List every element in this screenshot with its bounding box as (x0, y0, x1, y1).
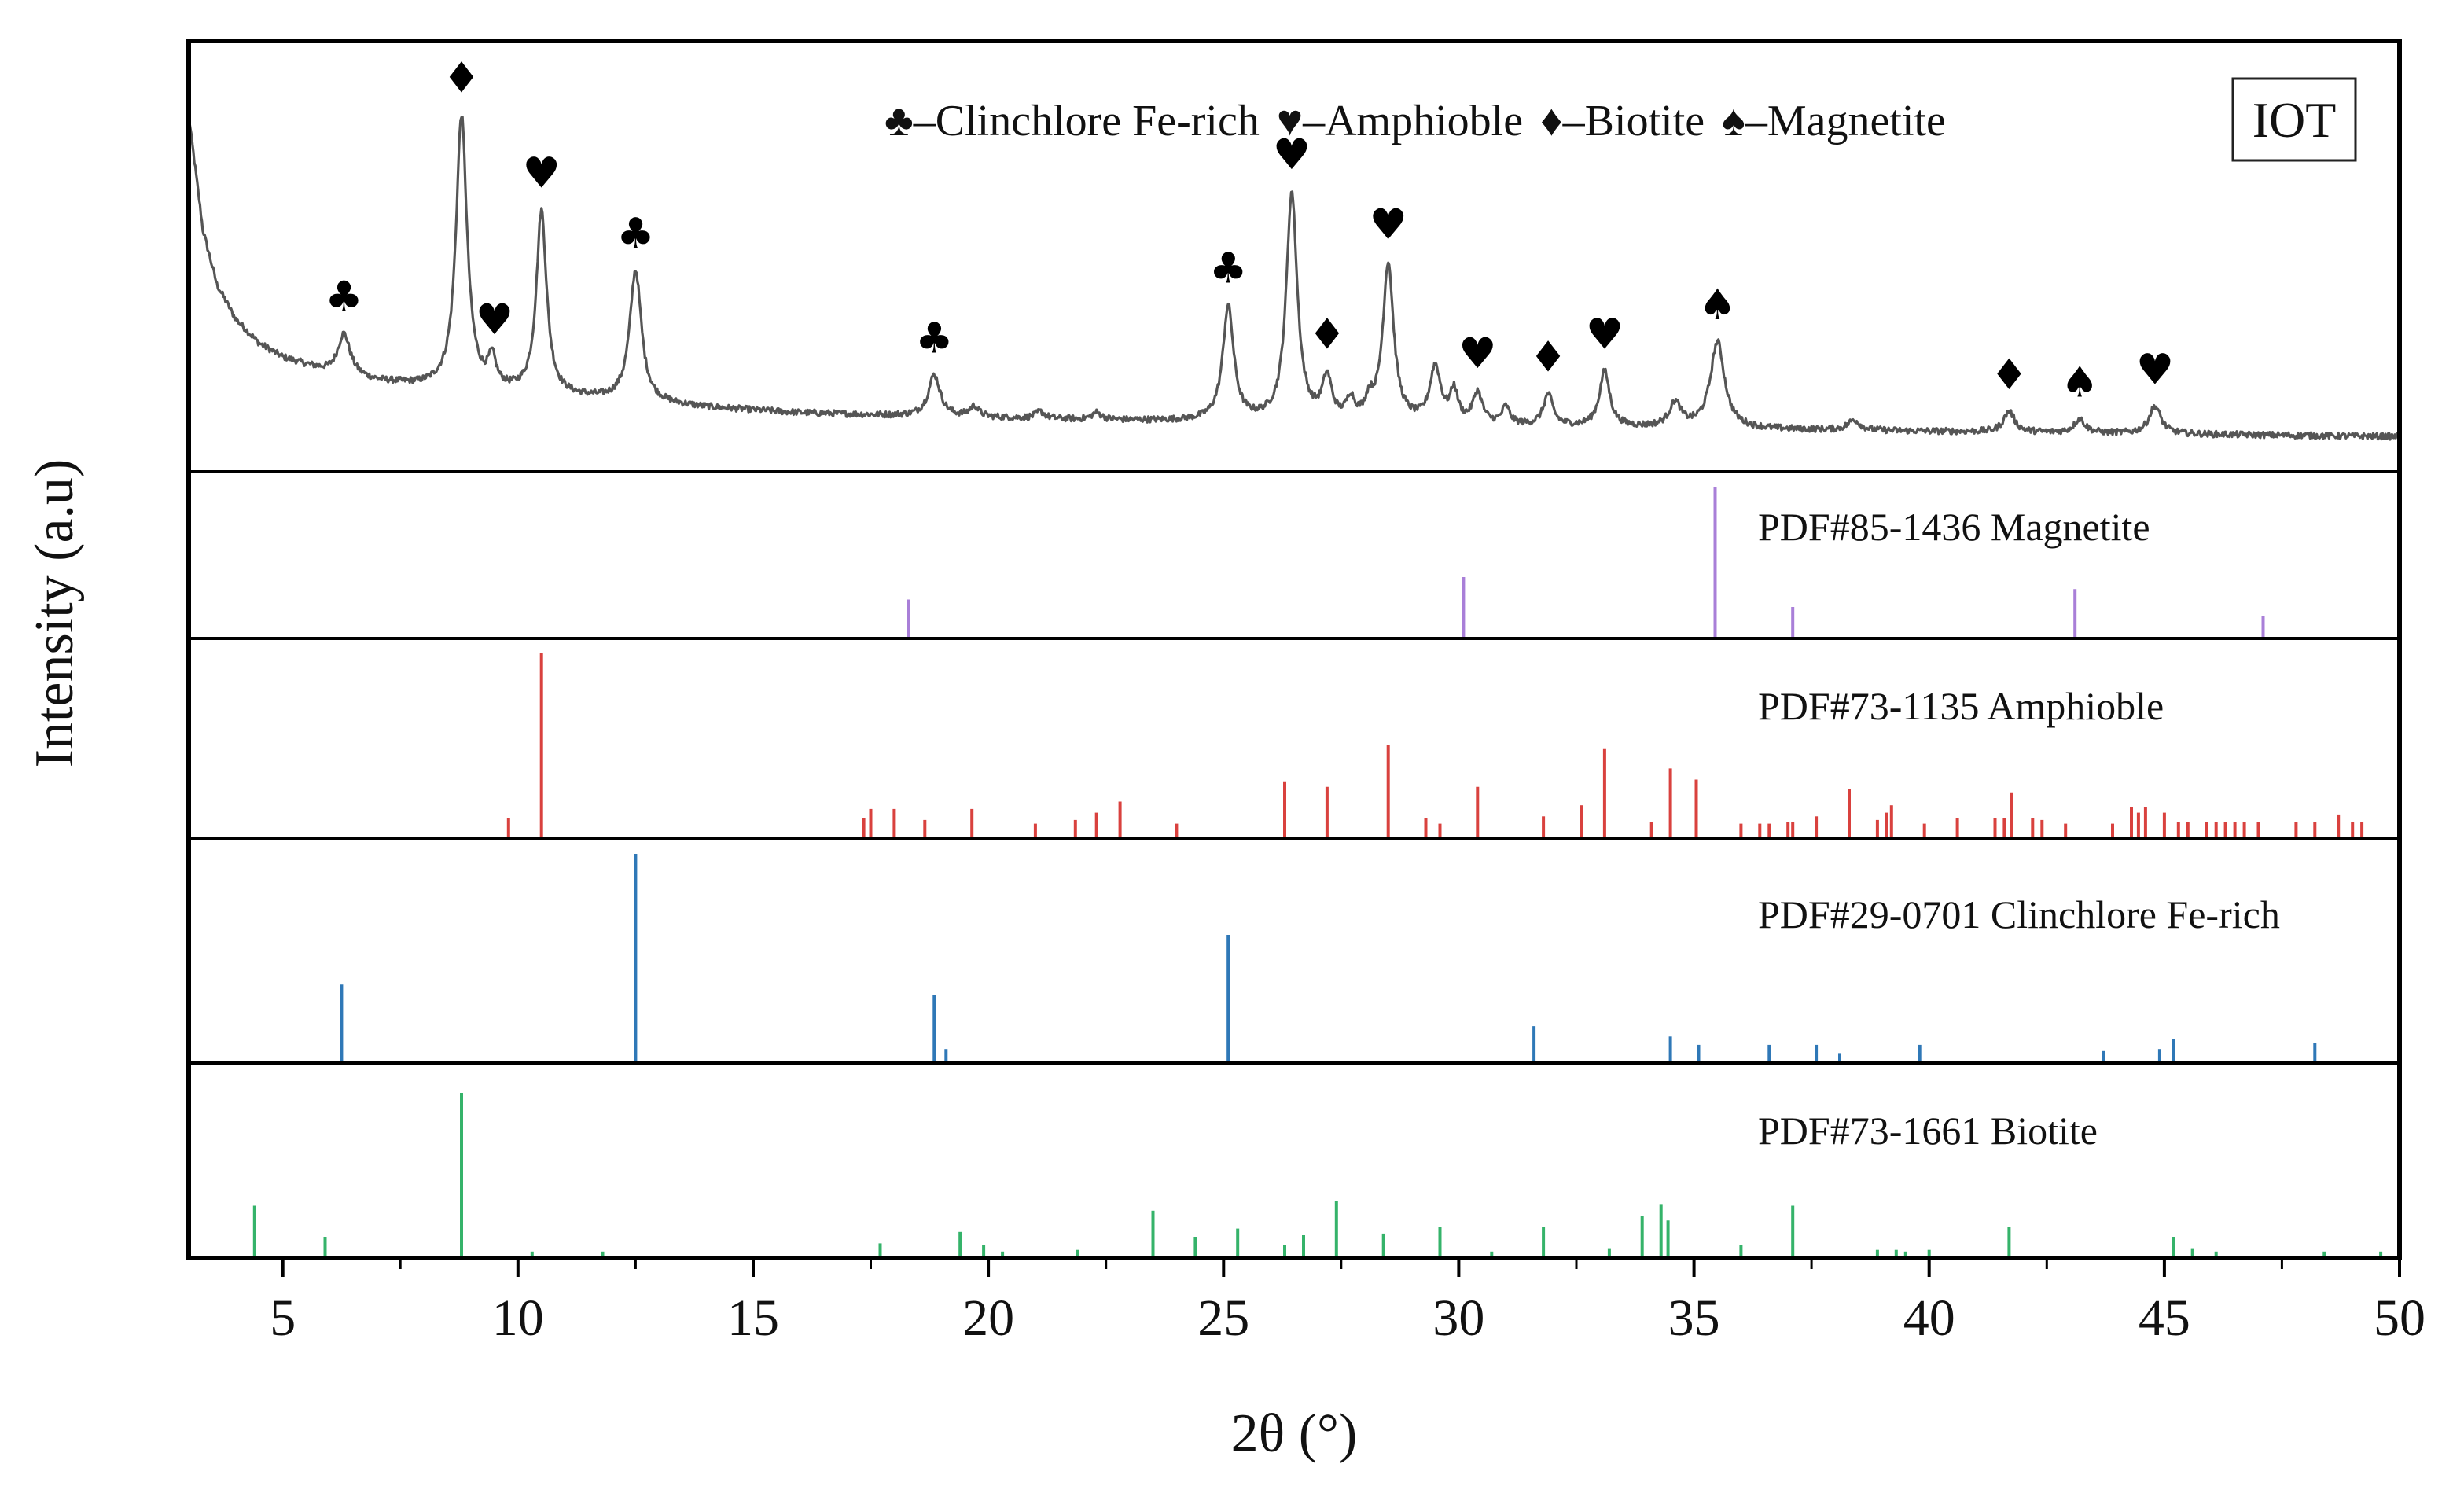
legend-symbol-amphibole: ♥ (1277, 97, 1303, 145)
legend: ♣–Clinchlore Fe-rich ♥–Amphioble ♦–Biotite… (884, 97, 1946, 145)
peak-marker: ♠ (1698, 280, 1736, 329)
plot-layer: ♣♦♥♥♣♣♣♥♦♥♥ ♦ ♥♠♦ ♠ ♥ (187, 53, 2401, 441)
peak-marker: ♣ (616, 208, 654, 258)
legend-label-amphibole: –Amphioble (1302, 97, 1523, 145)
peak-marker: ♥ (1586, 309, 1624, 359)
peak-marker: ♦ (1308, 309, 1346, 359)
sample-label: IOT (2253, 92, 2337, 148)
legend-label-magnetite: –Magnetite (1745, 97, 1946, 145)
x-tick-label: 15 (727, 1289, 779, 1347)
xrd-pattern-line (187, 114, 2401, 441)
x-tick-label: 35 (1668, 1289, 1720, 1347)
x-tick-label: 50 (2374, 1289, 2425, 1347)
plot-border (186, 39, 2402, 1260)
legend-symbol-biotite: ♦ (1540, 97, 1563, 145)
x-tick-label: 30 (1432, 1289, 1484, 1347)
peak-marker: ♣ (325, 272, 362, 322)
peak-marker: ♥ (1458, 329, 1496, 378)
reference-panel: PDF#73-1135 Amphioble (506, 653, 2401, 837)
sample-label-border (2231, 77, 2357, 162)
x-axis: 5 10 15 20 25 30 35 40 45 50 (270, 1258, 2425, 1347)
y-axis-title: Intensity (a.u) (24, 459, 85, 768)
peak-marker: ♥ (1369, 200, 1407, 249)
x-tick-label: 5 (270, 1289, 296, 1347)
peak-marker: ♥ (1273, 130, 1311, 179)
reference-label: PDF#85-1436 Magnetite (1758, 505, 2150, 549)
peak-marker: ♥ (2136, 344, 2174, 394)
x-tick-label: 45 (2139, 1289, 2190, 1347)
peak-marker: ♥ (522, 148, 560, 197)
peak-marker: ♦ (1529, 333, 1567, 382)
x-tick-label: 25 (1197, 1289, 1249, 1347)
legend-entries: ♣–Clinchlore Fe-rich ♥–Amphioble ♦–Biotite… (884, 97, 1946, 145)
x-tick-label: 20 (962, 1289, 1014, 1347)
legend-symbol-clinochlore: ♣ (884, 97, 914, 145)
peak-marker: ♦ (443, 53, 480, 103)
peak-marker: ♣ (915, 313, 953, 362)
plot-frame (186, 39, 2402, 1260)
legend-symbol-magnetite: ♠ (1722, 97, 1745, 145)
reference-label: PDF#29-0701 Clinchlore Fe-rich (1758, 892, 2280, 936)
peak-marker: ♥ (476, 295, 513, 344)
reference-label: PDF#73-1135 Amphioble (1758, 684, 2164, 728)
peak-marker: ♦ (1990, 350, 2028, 399)
legend-label-clinochlore: –Clinchlore Fe-rich (913, 97, 1260, 145)
x-tick-label: 10 (492, 1289, 544, 1347)
sample-label-box: IOT (2231, 77, 2357, 162)
reference-label: PDF#73-1661 Biotite (1758, 1109, 2098, 1153)
reference-panel: PDF#85-1436 Magnetite (907, 487, 2265, 637)
reference-panels: PDF#85-1436 Magnetite PDF#73-1135 Amphiob… (252, 487, 2401, 1256)
reference-panel: PDF#73-1661 Biotite (252, 1093, 2383, 1256)
x-axis-title: 2θ (°) (1231, 1403, 1358, 1464)
peak-marker: ♠ (2061, 358, 2098, 407)
x-tick-label: 40 (1903, 1289, 1955, 1347)
legend-label-biotite: –Biotite (1562, 97, 1705, 145)
reference-panel: PDF#29-0701 Clinchlore Fe-rich (340, 854, 2317, 1061)
peak-marker: ♣ (1209, 244, 1247, 293)
